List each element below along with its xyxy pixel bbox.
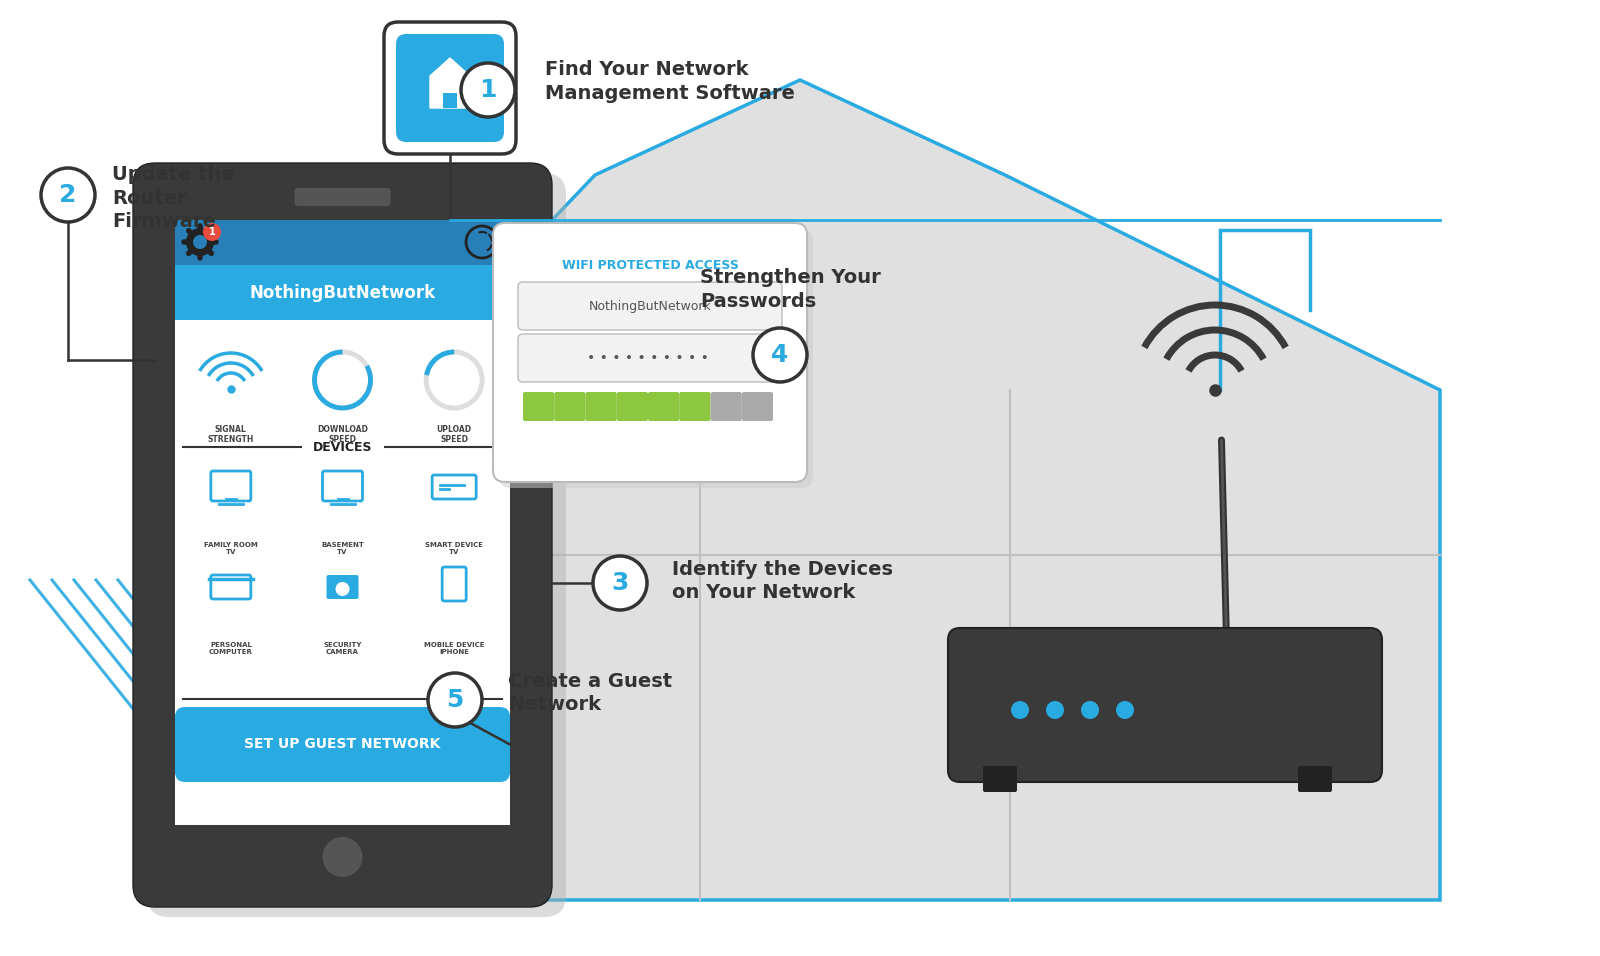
Text: PERSONAL
COMPUTER: PERSONAL COMPUTER — [210, 642, 253, 655]
FancyBboxPatch shape — [294, 188, 390, 206]
Polygon shape — [390, 80, 1440, 900]
Circle shape — [1117, 701, 1134, 719]
FancyBboxPatch shape — [680, 392, 710, 421]
FancyBboxPatch shape — [174, 220, 510, 265]
FancyBboxPatch shape — [742, 392, 773, 421]
Text: WIFI PROTECTED ACCESS: WIFI PROTECTED ACCESS — [562, 259, 739, 272]
Text: MOBILE DEVICE
IPHONE: MOBILE DEVICE IPHONE — [424, 642, 485, 655]
Circle shape — [323, 837, 363, 877]
Text: • • • • • • • • • •: • • • • • • • • • • — [587, 351, 714, 365]
Circle shape — [336, 582, 349, 596]
FancyBboxPatch shape — [326, 575, 358, 599]
FancyBboxPatch shape — [133, 163, 552, 907]
Polygon shape — [430, 58, 470, 108]
FancyBboxPatch shape — [518, 334, 782, 382]
FancyBboxPatch shape — [397, 34, 504, 142]
Circle shape — [42, 168, 94, 222]
FancyBboxPatch shape — [493, 223, 806, 482]
Text: Strengthen Your
Passwords: Strengthen Your Passwords — [701, 268, 880, 311]
Text: NothingButNetwork: NothingButNetwork — [589, 299, 712, 313]
Text: Find Your Network
Management Software: Find Your Network Management Software — [546, 60, 795, 102]
Text: SET UP GUEST NETWORK: SET UP GUEST NETWORK — [245, 737, 440, 751]
FancyBboxPatch shape — [947, 628, 1382, 782]
FancyBboxPatch shape — [586, 392, 616, 421]
Circle shape — [1082, 701, 1099, 719]
FancyBboxPatch shape — [982, 766, 1018, 792]
FancyBboxPatch shape — [174, 220, 510, 825]
Text: DEVICES: DEVICES — [312, 441, 373, 453]
Circle shape — [594, 556, 646, 610]
Text: NothingButNetwork: NothingButNetwork — [250, 284, 435, 301]
FancyBboxPatch shape — [1298, 766, 1331, 792]
Text: 1: 1 — [208, 227, 216, 237]
Text: 5: 5 — [446, 688, 464, 712]
FancyBboxPatch shape — [443, 93, 458, 108]
FancyBboxPatch shape — [147, 173, 566, 917]
FancyBboxPatch shape — [554, 392, 586, 421]
Text: UPLOAD
SPEED: UPLOAD SPEED — [437, 425, 472, 445]
FancyBboxPatch shape — [710, 392, 742, 421]
Text: SMART DEVICE
TV: SMART DEVICE TV — [426, 542, 483, 555]
FancyBboxPatch shape — [384, 22, 515, 154]
Text: 3: 3 — [611, 571, 629, 595]
Text: BASEMENT
TV: BASEMENT TV — [322, 542, 363, 555]
Text: 1: 1 — [480, 78, 496, 102]
FancyBboxPatch shape — [499, 229, 813, 488]
Text: FAMILY ROOM
TV: FAMILY ROOM TV — [203, 542, 258, 555]
Text: 4: 4 — [771, 343, 789, 367]
Circle shape — [461, 63, 515, 117]
Text: Update the
Router
Firmware: Update the Router Firmware — [112, 165, 235, 231]
Text: DOWNLOAD
SPEED: DOWNLOAD SPEED — [317, 425, 368, 445]
Text: SIGNAL
STRENGTH: SIGNAL STRENGTH — [208, 425, 254, 445]
Circle shape — [186, 228, 214, 256]
FancyBboxPatch shape — [174, 707, 510, 782]
Circle shape — [203, 223, 221, 241]
Text: Identify the Devices
on Your Network: Identify the Devices on Your Network — [672, 560, 893, 602]
FancyBboxPatch shape — [616, 392, 648, 421]
Circle shape — [1011, 701, 1029, 719]
Circle shape — [429, 673, 482, 727]
Text: 2: 2 — [59, 183, 77, 207]
Text: SECURITY
CAMERA: SECURITY CAMERA — [323, 642, 362, 655]
FancyBboxPatch shape — [174, 220, 510, 320]
Circle shape — [194, 235, 206, 249]
Text: Create a Guest
Network: Create a Guest Network — [509, 672, 672, 714]
Circle shape — [1046, 701, 1064, 719]
Circle shape — [754, 328, 806, 382]
FancyBboxPatch shape — [518, 282, 782, 330]
FancyBboxPatch shape — [648, 392, 680, 421]
FancyBboxPatch shape — [523, 392, 554, 421]
